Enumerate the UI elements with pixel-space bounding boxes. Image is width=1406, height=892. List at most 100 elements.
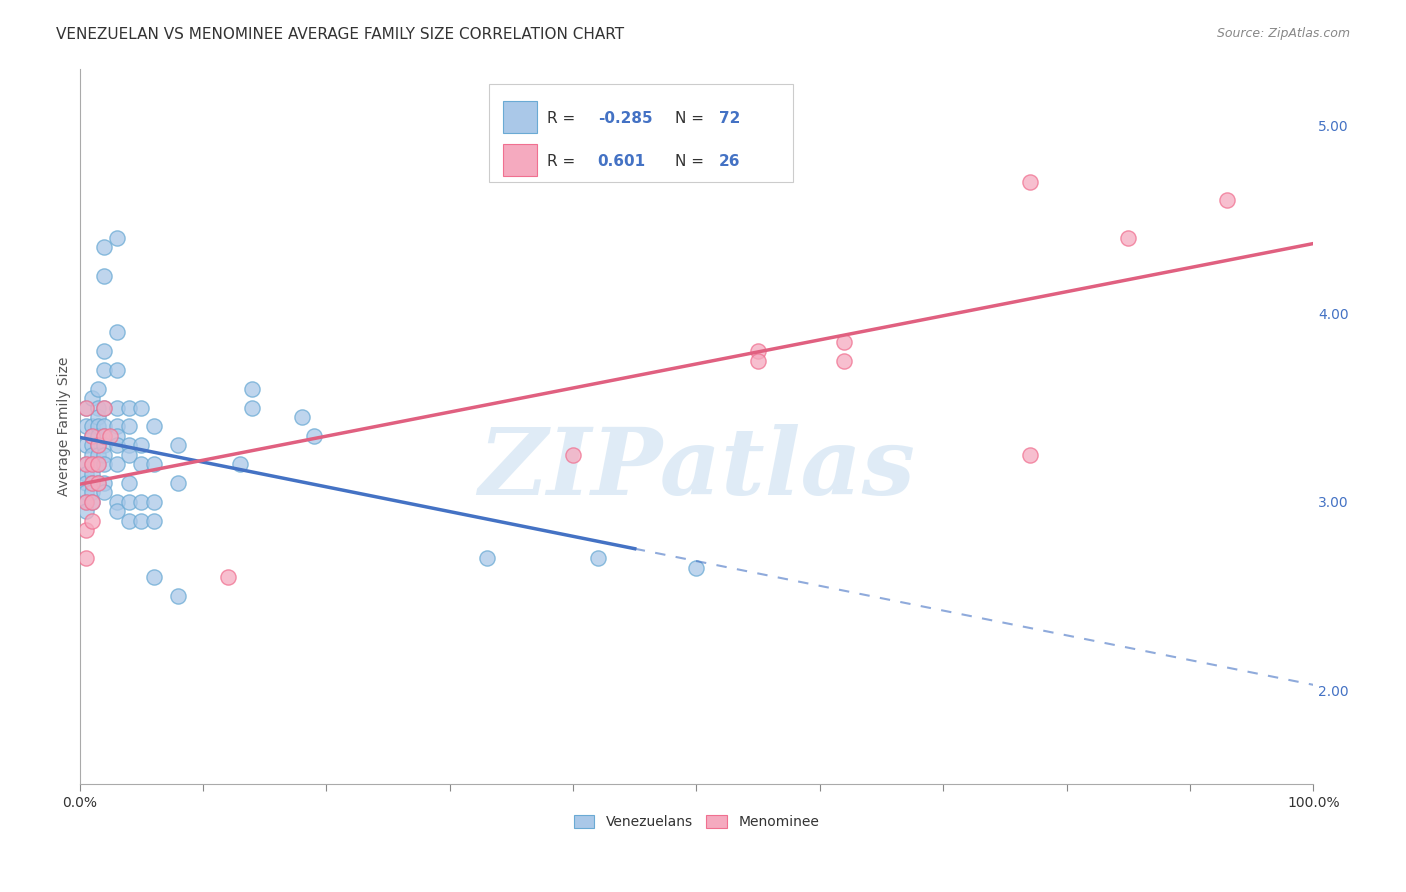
Point xyxy=(87,457,110,471)
Point xyxy=(142,457,165,471)
Point xyxy=(142,570,165,584)
Point xyxy=(80,514,103,528)
Point xyxy=(118,495,141,509)
Point xyxy=(80,438,103,452)
Point xyxy=(105,363,128,377)
Point xyxy=(80,419,103,434)
Point xyxy=(75,523,97,537)
Point xyxy=(75,438,97,452)
Point xyxy=(98,429,121,443)
Point xyxy=(1018,175,1040,189)
Point xyxy=(167,589,190,603)
Legend: Venezuelans, Menominee: Venezuelans, Menominee xyxy=(568,809,825,835)
Point xyxy=(87,475,110,490)
Point xyxy=(80,448,103,462)
Point xyxy=(834,334,856,349)
Point xyxy=(747,344,769,359)
Point xyxy=(93,438,115,452)
Point xyxy=(87,429,110,443)
Point xyxy=(93,268,115,283)
Point xyxy=(167,475,190,490)
Point xyxy=(80,485,103,500)
Point xyxy=(75,419,97,434)
Point xyxy=(475,551,498,566)
Point xyxy=(834,353,856,368)
Point xyxy=(1216,194,1239,208)
Text: 72: 72 xyxy=(718,111,740,126)
Point xyxy=(105,325,128,339)
Point xyxy=(93,363,115,377)
Point xyxy=(1116,231,1139,245)
Point xyxy=(302,429,325,443)
Point xyxy=(87,419,110,434)
Text: -0.285: -0.285 xyxy=(598,111,652,126)
Point xyxy=(93,429,115,443)
Point xyxy=(87,401,110,415)
Point xyxy=(87,448,110,462)
Point xyxy=(118,419,141,434)
Point xyxy=(105,429,128,443)
Point xyxy=(685,560,707,574)
Point xyxy=(80,495,103,509)
Point xyxy=(80,475,103,490)
Text: 26: 26 xyxy=(718,153,740,169)
Point xyxy=(80,495,103,509)
Text: R =: R = xyxy=(547,153,585,169)
Point xyxy=(75,495,97,509)
Point xyxy=(75,485,97,500)
Point xyxy=(105,401,128,415)
Point xyxy=(75,467,97,481)
Point xyxy=(87,438,110,452)
Y-axis label: Average Family Size: Average Family Size xyxy=(58,357,72,496)
Point xyxy=(80,457,103,471)
Point xyxy=(87,475,110,490)
Point xyxy=(142,514,165,528)
Point xyxy=(75,551,97,566)
Point xyxy=(93,240,115,254)
Text: 0.601: 0.601 xyxy=(598,153,645,169)
Point xyxy=(87,410,110,425)
Point xyxy=(87,382,110,396)
Point xyxy=(562,448,585,462)
FancyBboxPatch shape xyxy=(489,84,793,182)
Point xyxy=(105,457,128,471)
Point xyxy=(586,551,609,566)
Point xyxy=(240,401,263,415)
Point xyxy=(129,514,152,528)
Point xyxy=(93,401,115,415)
Point xyxy=(93,419,115,434)
Point xyxy=(93,429,115,443)
Point xyxy=(75,495,97,509)
Point xyxy=(75,401,97,415)
Point xyxy=(118,401,141,415)
Text: N =: N = xyxy=(675,111,709,126)
Point xyxy=(80,457,103,471)
Point xyxy=(291,410,314,425)
Point xyxy=(75,504,97,518)
Point xyxy=(80,429,103,443)
Point xyxy=(75,457,97,471)
Point xyxy=(142,495,165,509)
Point xyxy=(118,448,141,462)
Point xyxy=(105,419,128,434)
Text: ZIPatlas: ZIPatlas xyxy=(478,425,915,515)
Point xyxy=(129,495,152,509)
Point xyxy=(129,438,152,452)
Point xyxy=(105,504,128,518)
Point xyxy=(167,438,190,452)
Point xyxy=(118,514,141,528)
Point xyxy=(129,401,152,415)
Text: N =: N = xyxy=(675,153,709,169)
Point xyxy=(217,570,239,584)
Point xyxy=(80,475,103,490)
Point xyxy=(93,485,115,500)
Point xyxy=(93,457,115,471)
Point xyxy=(80,391,103,405)
FancyBboxPatch shape xyxy=(503,145,537,176)
Point xyxy=(747,353,769,368)
Text: VENEZUELAN VS MENOMINEE AVERAGE FAMILY SIZE CORRELATION CHART: VENEZUELAN VS MENOMINEE AVERAGE FAMILY S… xyxy=(56,27,624,42)
Point xyxy=(118,475,141,490)
Point xyxy=(129,457,152,471)
Point xyxy=(93,448,115,462)
Point xyxy=(87,438,110,452)
